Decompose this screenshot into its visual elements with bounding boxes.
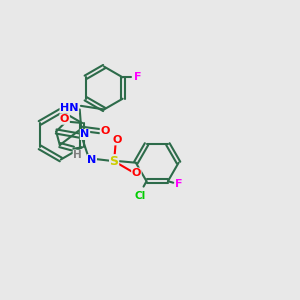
Text: N: N: [80, 130, 90, 140]
Text: Cl: Cl: [134, 190, 145, 200]
Text: F: F: [176, 179, 183, 189]
Text: F: F: [134, 72, 141, 82]
Text: H: H: [73, 150, 82, 160]
Text: O: O: [112, 135, 122, 145]
Text: S: S: [110, 155, 118, 168]
Text: N: N: [87, 155, 97, 165]
Text: O: O: [100, 125, 110, 136]
Text: O: O: [132, 168, 141, 178]
Text: HN: HN: [60, 103, 79, 113]
Text: O: O: [60, 114, 69, 124]
